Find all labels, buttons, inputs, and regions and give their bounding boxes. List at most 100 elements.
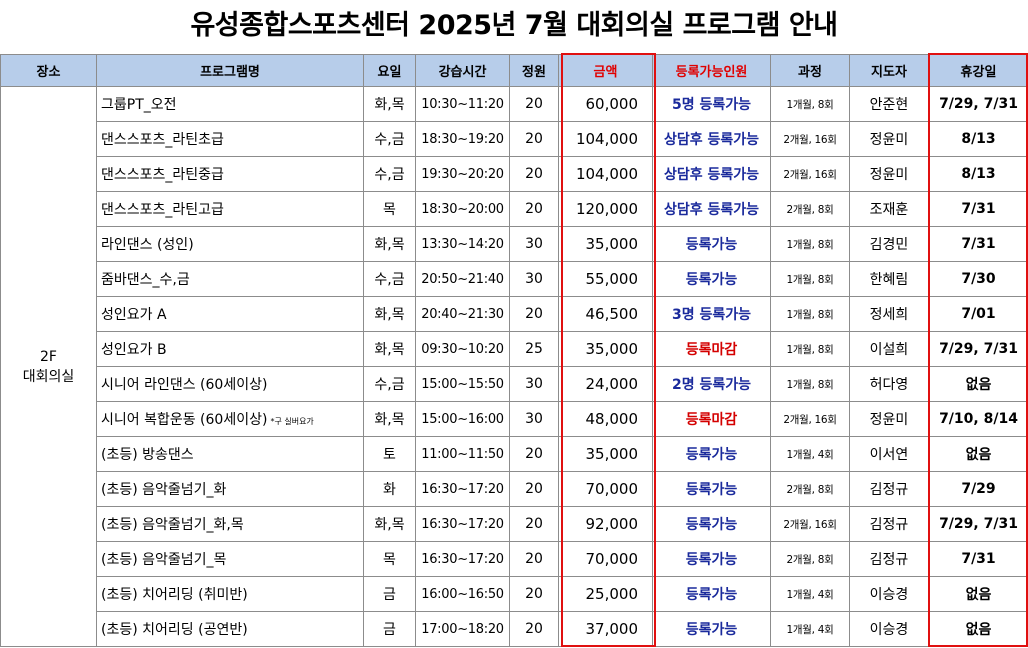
program-name-cell: 시니어 복합운동 (60세이상) *구 실버요가 — [96, 401, 364, 437]
program-name: 줌바댄스_수,금 — [101, 272, 190, 288]
program-name: 댄스스포츠_라틴고급 — [101, 202, 224, 218]
instructor-cell: 이설희 — [849, 331, 929, 367]
location-floor: 2F — [40, 348, 57, 365]
program-table: 장소 프로그램명 요일 강습시간 정원 금액 등록가능인원 과정 지도자 휴강일… — [0, 54, 1028, 647]
course-cell: 1개월, 8회 — [770, 86, 850, 122]
time-cell: 18:30~20:00 — [415, 191, 510, 227]
capacity-cell: 20 — [509, 576, 559, 612]
capacity-cell: 20 — [509, 86, 559, 122]
capacity-cell: 30 — [509, 401, 559, 437]
status-cell: 상담후 등록가능 — [652, 191, 771, 227]
instructor-cell: 김정규 — [849, 471, 929, 507]
table-row: 성인요가 B 화,목 09:30~10:20 25 35,000 등록마감 1개월, 8회 이… — [1, 331, 1028, 367]
program-name-cell: 성인요가 A — [96, 296, 364, 332]
day-cell: 목 — [363, 191, 416, 227]
program-name-cell: 라인댄스 (성인) — [96, 226, 364, 262]
capacity-cell: 30 — [509, 261, 559, 297]
closure-cell: 7/30 — [928, 261, 1028, 297]
status-cell: 2명 등록가능 — [652, 366, 771, 402]
time-cell: 19:30~20:20 — [415, 156, 510, 192]
table-row: 2F 대회의실 그룹PT_오전 화,목 10:30~11:20 20 60,000 5명 등록… — [0, 86, 1028, 647]
header-day: 요일 — [363, 54, 416, 87]
day-cell: 화,목 — [363, 331, 416, 367]
capacity-cell: 20 — [509, 436, 559, 472]
time-cell: 16:30~17:20 — [415, 541, 510, 577]
table-row: 시니어 복합운동 (60세이상) *구 실버요가 화,목 15:00~16:00 30 4… — [1, 401, 1028, 437]
course-cell: 1개월, 8회 — [770, 226, 850, 262]
table-row: 라인댄스 (성인) 화,목 13:30~14:20 30 35,000 등록가능 1개월, … — [1, 226, 1028, 262]
capacity-cell: 20 — [509, 121, 559, 157]
instructor-cell: 조재훈 — [849, 191, 929, 227]
program-name-cell: (초등) 치어리딩 (취미반) — [96, 576, 364, 612]
price-cell: 70,000 — [558, 471, 653, 507]
instructor-cell: 이서연 — [849, 436, 929, 472]
table-row: (초등) 음악줄넘기_목 목 16:30~17:20 20 70,000 등록가능 2개월,… — [1, 541, 1028, 577]
price-cell: 48,000 — [558, 401, 653, 437]
instructor-cell: 김정규 — [849, 541, 929, 577]
day-cell: 목 — [363, 541, 416, 577]
day-cell: 화,목 — [363, 506, 416, 542]
closure-cell: 7/31 — [928, 191, 1028, 227]
time-cell: 18:30~19:20 — [415, 121, 510, 157]
program-name: (초등) 음악줄넘기_목 — [101, 552, 227, 568]
price-cell: 92,000 — [558, 506, 653, 542]
course-cell: 1개월, 4회 — [770, 611, 850, 647]
program-name-cell: (초등) 방송댄스 — [96, 436, 364, 472]
status-cell: 상담후 등록가능 — [652, 121, 771, 157]
table-row: 댄스스포츠_라틴중급 수,금 19:30~20:20 20 104,000 상담후 등록가… — [1, 156, 1028, 192]
course-cell: 2개월, 16회 — [770, 156, 850, 192]
price-cell: 70,000 — [558, 541, 653, 577]
price-cell: 55,000 — [558, 261, 653, 297]
program-name-cell: 시니어 라인댄스 (60세이상) — [96, 366, 364, 402]
program-name: 시니어 라인댄스 (60세이상) — [101, 377, 268, 393]
program-name-cell: (초등) 음악줄넘기_화 — [96, 471, 364, 507]
day-cell: 수,금 — [363, 366, 416, 402]
closure-cell: 7/29, 7/31 — [928, 331, 1028, 367]
status-cell: 등록가능 — [652, 506, 771, 542]
course-cell: 2개월, 8회 — [770, 541, 850, 577]
price-cell: 46,500 — [558, 296, 653, 332]
program-name-cell: 성인요가 B — [96, 331, 364, 367]
program-note: *구 실버요가 — [270, 417, 314, 426]
course-cell: 2개월, 8회 — [770, 191, 850, 227]
closure-cell: 7/10, 8/14 — [928, 401, 1028, 437]
day-cell: 금 — [363, 611, 416, 647]
day-cell: 수,금 — [363, 156, 416, 192]
price-cell: 37,000 — [558, 611, 653, 647]
course-cell: 1개월, 8회 — [770, 261, 850, 297]
program-name-cell: 댄스스포츠_라틴중급 — [96, 156, 364, 192]
day-cell: 토 — [363, 436, 416, 472]
capacity-cell: 20 — [509, 506, 559, 542]
course-cell: 1개월, 4회 — [770, 576, 850, 612]
closure-cell: 없음 — [928, 576, 1028, 612]
program-name: 댄스스포츠_라틴초급 — [101, 132, 224, 148]
table-row: (초등) 방송댄스 토 11:00~11:50 20 35,000 등록가능 1개월, 4회… — [1, 436, 1028, 472]
course-cell: 1개월, 8회 — [770, 296, 850, 332]
table-row: (초등) 치어리딩 (취미반) 금 16:00~16:50 20 25,000 등록가능 1… — [1, 576, 1028, 612]
program-name: (초등) 치어리딩 (취미반) — [101, 587, 248, 603]
day-cell: 수,금 — [363, 261, 416, 297]
status-cell: 등록마감 — [652, 401, 771, 437]
day-cell: 수,금 — [363, 121, 416, 157]
header-location: 장소 — [0, 54, 97, 87]
time-cell: 20:40~21:30 — [415, 296, 510, 332]
capacity-cell: 20 — [509, 156, 559, 192]
program-name: 라인댄스 (성인) — [101, 237, 194, 253]
closure-cell: 7/31 — [928, 541, 1028, 577]
instructor-cell: 안준현 — [849, 86, 929, 122]
program-name: 댄스스포츠_라틴중급 — [101, 167, 224, 183]
instructor-cell: 한혜림 — [849, 261, 929, 297]
instructor-cell: 이승경 — [849, 576, 929, 612]
closure-cell: 7/29 — [928, 471, 1028, 507]
program-name: (초등) 치어리딩 (공연반) — [101, 622, 248, 638]
course-cell: 2개월, 16회 — [770, 506, 850, 542]
course-cell: 2개월, 8회 — [770, 471, 850, 507]
header-program: 프로그램명 — [96, 54, 364, 87]
program-name: (초등) 음악줄넘기_화 — [101, 482, 227, 498]
header-row: 장소 프로그램명 요일 강습시간 정원 금액 등록가능인원 과정 지도자 휴강일 — [0, 54, 1028, 87]
course-cell: 2개월, 16회 — [770, 121, 850, 157]
capacity-cell: 20 — [509, 611, 559, 647]
price-cell: 25,000 — [558, 576, 653, 612]
program-name: 시니어 복합운동 (60세이상) — [101, 412, 268, 428]
price-cell: 104,000 — [558, 121, 653, 157]
